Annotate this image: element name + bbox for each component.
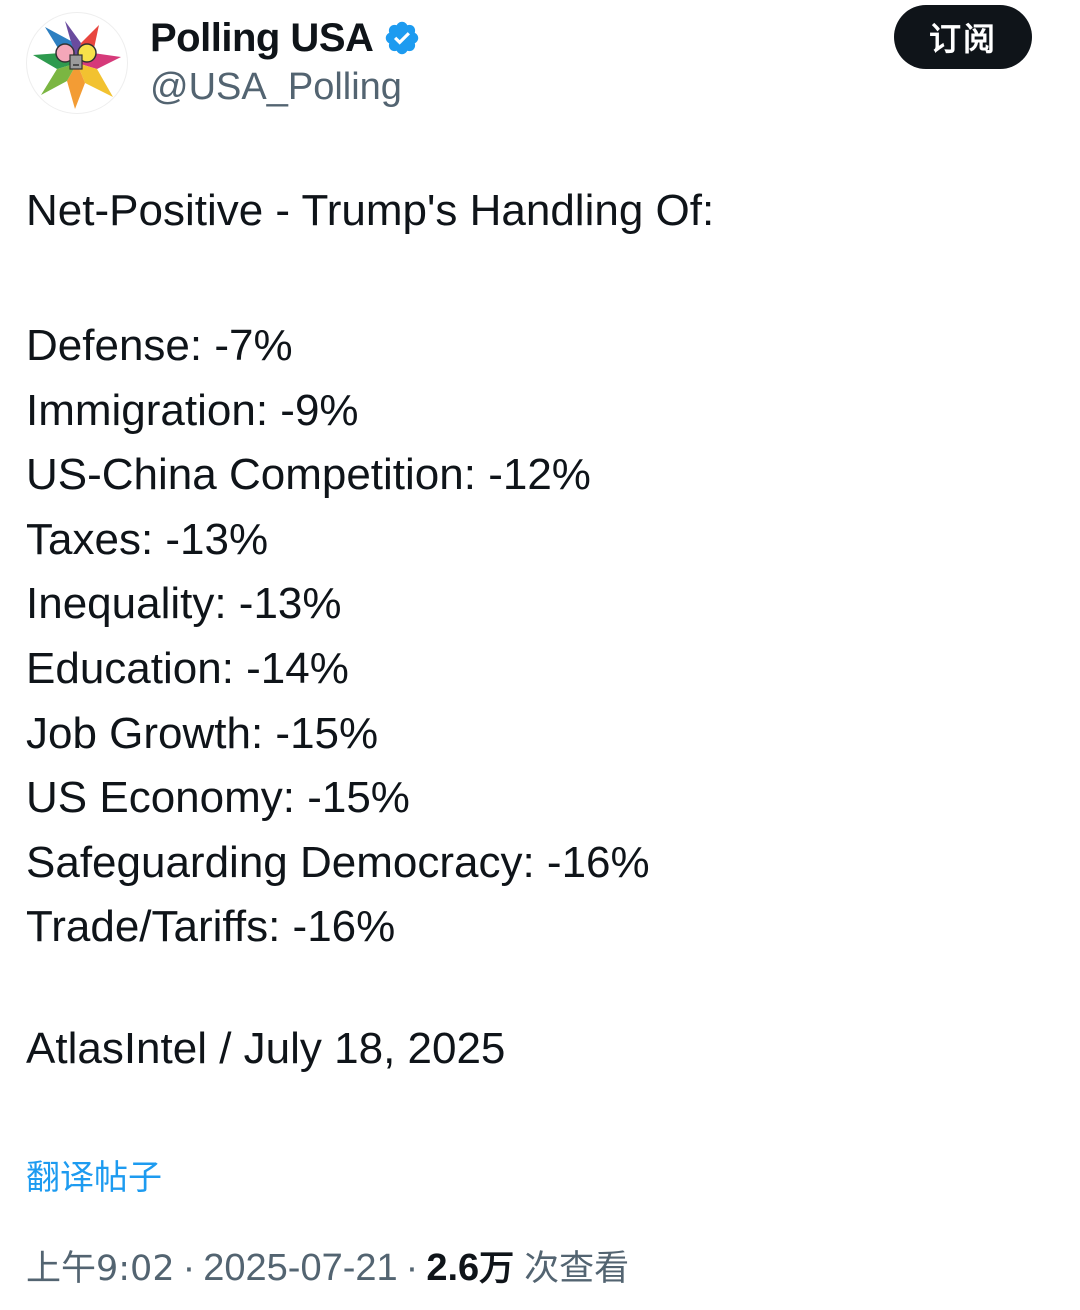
views-count[interactable]: 2.6万 xyxy=(426,1240,514,1291)
meta-separator: · xyxy=(182,1247,196,1289)
display-name[interactable]: Polling USA xyxy=(150,15,374,60)
tweet-item-trade-tariffs: Trade/Tariffs: -16% xyxy=(26,902,396,952)
translate-post-link[interactable]: 翻译帖子 xyxy=(26,1158,162,1198)
tweet-item-us-economy: US Economy: -15% xyxy=(26,773,410,823)
tweet-item-education: Education: -14% xyxy=(26,643,349,693)
tweet-heading: Net-Positive - Trump's Handling Of: xyxy=(26,186,715,235)
tweet-item-safeguarding-democracy: Safeguarding Democracy: -16% xyxy=(26,837,650,887)
meta-separator: · xyxy=(405,1247,419,1289)
tweet-item-defense: Defense: -7% xyxy=(26,321,293,370)
account-handle[interactable]: @USA_Polling xyxy=(150,66,402,108)
tweet-source-line: AtlasIntel / July 18, 2025 xyxy=(26,1024,506,1073)
tweet-meta-row: 上午9:02 · 2025-07-21 · 2.6万 次查看 xyxy=(26,1240,629,1291)
avatar[interactable] xyxy=(26,12,128,114)
tweet-item-job-growth: Job Growth: -15% xyxy=(26,708,379,758)
tweet-header: Polling USA @USA_Polling 订阅 xyxy=(0,0,1080,120)
post-time[interactable]: 上午9:02 xyxy=(26,1249,175,1289)
tweet-item-taxes: Taxes: -13% xyxy=(26,514,269,564)
views-number: 2.6 xyxy=(426,1247,480,1289)
views-label: 次查看 xyxy=(524,1249,630,1289)
post-date[interactable]: 2025-07-21 xyxy=(203,1247,398,1289)
colorful-star-logo-icon xyxy=(33,21,121,109)
tweet-item-inequality: Inequality: -13% xyxy=(26,579,342,629)
subscribe-button[interactable]: 订阅 xyxy=(894,5,1032,69)
verified-badge-icon xyxy=(386,21,419,55)
account-name-block[interactable]: Polling USA @USA_Polling xyxy=(150,14,421,109)
views-unit: 万 xyxy=(479,1249,515,1289)
tweet-item-us-china-competition: US-China Competition: -12% xyxy=(26,450,591,500)
tweet-item-immigration: Immigration: -9% xyxy=(26,385,359,435)
tweet-item-list: Defense: -7% Immigration: -9% US-China C… xyxy=(26,314,650,960)
